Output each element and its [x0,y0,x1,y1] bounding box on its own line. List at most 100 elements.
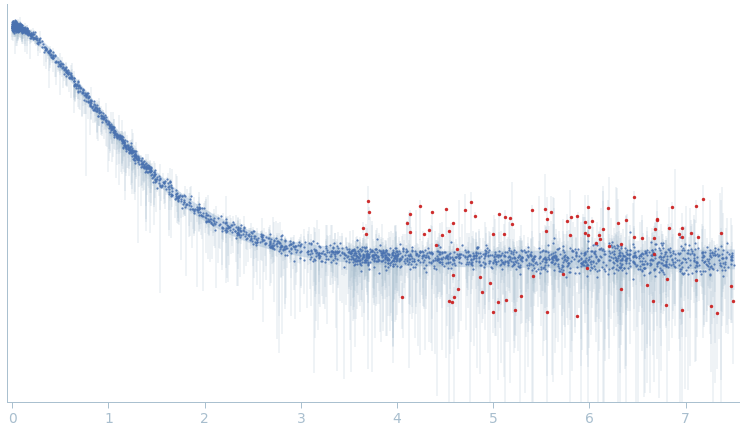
Point [380,267,392,274]
Point [637,250,649,257]
Point [12,25,24,32]
Point [7,24,19,31]
Point [98,114,110,121]
Point [116,135,128,142]
Point [216,228,228,235]
Point [171,189,183,196]
Point [148,168,160,175]
Point [583,255,595,262]
Point [151,173,163,180]
Point [508,246,520,253]
Point [15,27,27,34]
Point [16,24,28,31]
Point [329,248,341,255]
Point [542,253,554,260]
Point [425,208,437,215]
Point [132,154,144,161]
Point [375,250,387,257]
Point [90,108,102,114]
Point [27,34,39,41]
Point [587,259,599,266]
Point [522,265,534,272]
Point [347,255,359,262]
Point [575,256,587,263]
Point [466,261,477,268]
Point [606,249,618,256]
Point [676,259,688,266]
Point [400,245,412,252]
Point [64,74,76,81]
Point [325,250,336,257]
Point [304,251,316,258]
Point [534,252,546,259]
Point [31,35,43,42]
Point [25,31,37,38]
Point [10,22,22,29]
Point [122,144,134,151]
Point [20,26,32,33]
Point [364,246,376,253]
Point [389,252,401,259]
Point [385,253,397,260]
Point [628,249,640,256]
Point [663,225,675,232]
Point [547,257,559,264]
Point [145,166,157,173]
Point [537,264,549,271]
Point [248,227,260,234]
Point [132,156,144,163]
Point [444,253,456,260]
Point [414,202,426,209]
Point [8,21,20,28]
Point [665,261,677,268]
Point [573,253,585,260]
Point [372,257,383,264]
Point [195,211,207,218]
Point [344,250,356,257]
Point [585,264,597,271]
Point [387,251,399,258]
Point [330,259,342,266]
Point [655,253,667,260]
Point [8,25,20,32]
Point [648,245,660,252]
Point [578,250,590,257]
Point [10,23,22,30]
Point [305,247,317,254]
Point [8,19,20,26]
Point [612,249,624,256]
Point [512,253,524,260]
Point [603,247,615,254]
Point [266,240,278,247]
Point [479,247,491,254]
Point [484,252,496,259]
Point [7,20,19,27]
Point [10,24,22,31]
Point [309,246,321,253]
Point [115,135,127,142]
Point [595,253,607,260]
Point [100,116,112,123]
Point [466,255,478,262]
Point [627,258,639,265]
Point [708,261,720,268]
Point [639,250,651,257]
Point [645,256,656,263]
Point [496,258,508,265]
Point [500,296,512,303]
Point [453,254,465,261]
Point [416,247,428,254]
Point [355,262,367,269]
Point [350,258,362,265]
Point [31,39,43,46]
Point [482,252,494,259]
Point [14,25,26,32]
Point [298,257,310,264]
Point [657,256,669,263]
Point [10,21,22,28]
Point [704,252,716,259]
Point [40,44,51,51]
Point [61,70,73,77]
Point [639,264,651,271]
Point [665,251,677,258]
